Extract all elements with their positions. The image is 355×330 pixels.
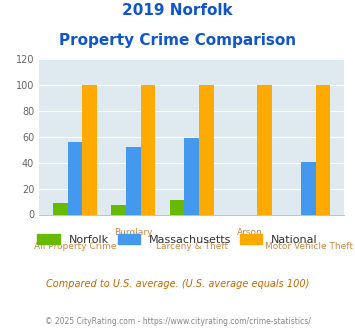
Bar <box>316 85 331 214</box>
Text: © 2025 CityRating.com - https://www.cityrating.com/crime-statistics/: © 2025 CityRating.com - https://www.city… <box>45 317 310 326</box>
Text: All Property Crime: All Property Crime <box>34 242 116 251</box>
Text: 2019 Norfolk: 2019 Norfolk <box>122 3 233 18</box>
Bar <box>184 138 199 214</box>
Bar <box>111 206 126 214</box>
Bar <box>126 147 141 214</box>
Text: Arson: Arson <box>237 228 263 237</box>
Bar <box>170 200 184 214</box>
Bar <box>301 161 316 214</box>
Bar <box>257 85 272 214</box>
Text: Burglary: Burglary <box>114 228 153 237</box>
Text: Motor Vehicle Theft: Motor Vehicle Theft <box>264 242 353 251</box>
Text: Larceny & Theft: Larceny & Theft <box>155 242 228 251</box>
Legend: Norfolk, Massachusetts, National: Norfolk, Massachusetts, National <box>33 230 322 249</box>
Text: Compared to U.S. average. (U.S. average equals 100): Compared to U.S. average. (U.S. average … <box>46 279 309 289</box>
Bar <box>82 85 97 214</box>
Bar <box>199 85 214 214</box>
Bar <box>53 203 67 214</box>
Text: Property Crime Comparison: Property Crime Comparison <box>59 33 296 48</box>
Bar <box>141 85 155 214</box>
Bar <box>67 142 82 214</box>
